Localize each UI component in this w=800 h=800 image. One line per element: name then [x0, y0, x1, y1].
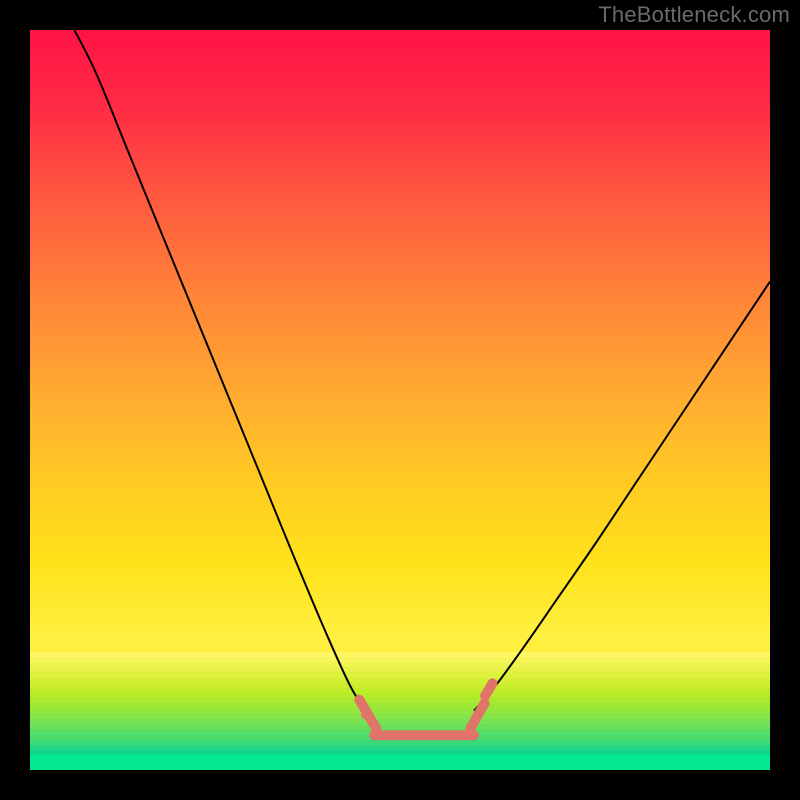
right-curve: [474, 282, 770, 711]
plot-area: [30, 30, 770, 770]
watermark-text: TheBottleneck.com: [598, 2, 790, 28]
valley-markers: [359, 683, 492, 739]
left-curve: [74, 30, 366, 712]
curves-layer: [30, 30, 770, 770]
